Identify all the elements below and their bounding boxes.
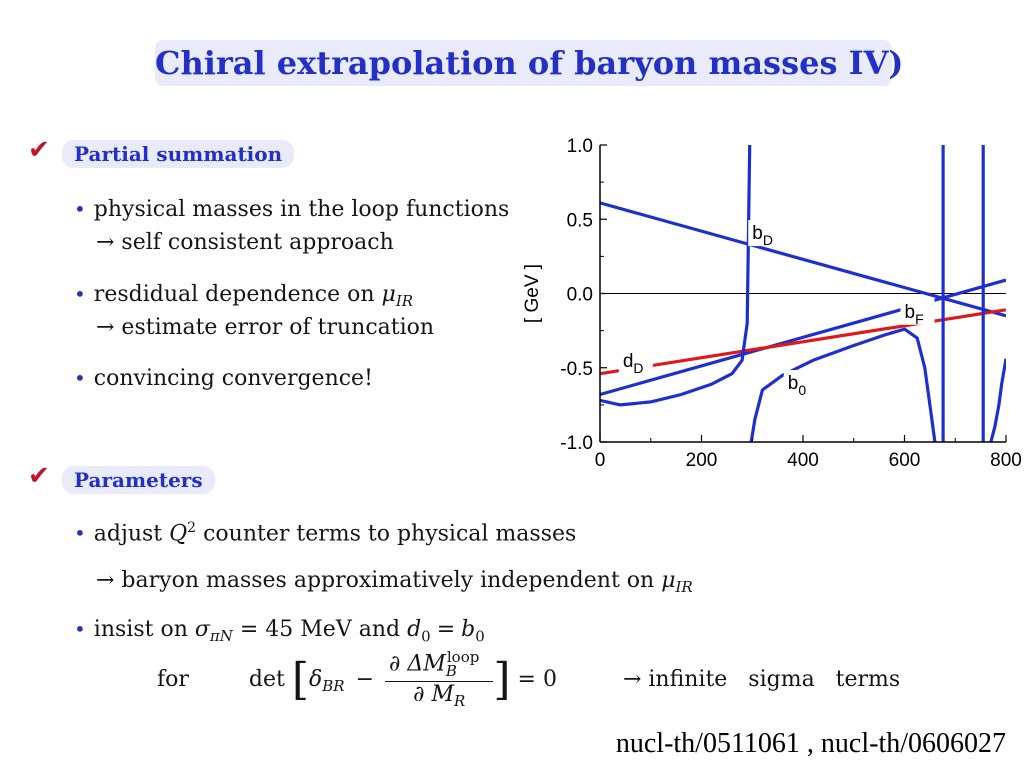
series-line-b0-3 <box>600 145 752 407</box>
math-minus: − <box>355 667 375 693</box>
math-d: d <box>407 617 422 642</box>
x-tick-label: 400 <box>787 450 819 471</box>
series-label-bg <box>900 298 935 325</box>
x-tick-label: 800 <box>990 450 1022 471</box>
math-mu: μ <box>381 282 396 307</box>
series-label-dD: dD <box>623 351 644 376</box>
bullet-sub-line: → baryon masses approximatively independ… <box>96 568 693 597</box>
math-delta: δ <box>309 667 323 693</box>
y-tick-label: 1.0 <box>567 136 593 157</box>
determinant-equation: for det [δBR − ∂ ΔMBloop ∂ MR ] = 0 → in… <box>157 648 900 711</box>
slide-title: Chiral extrapolation of baryon masses IV… <box>155 44 904 82</box>
math-BR: BR <box>322 676 345 695</box>
math-R: R <box>454 692 466 711</box>
y-tick-label: 0.5 <box>567 210 593 231</box>
title-banner: Chiral extrapolation of baryon masses IV… <box>155 40 904 86</box>
bullet-text: resdidual dependence on <box>93 282 382 307</box>
x-tick-label: 0 <box>595 450 606 471</box>
reference-citation: nucl-th/0511061 , nucl-th/0606027 <box>615 728 1006 759</box>
bullet-adjust-counter-terms: • adjust Q2 counter terms to physical mas… <box>74 520 576 546</box>
bullet-insist-sigma: • insist on σπN = 45 MeV and d0 = b0 <box>74 617 485 646</box>
series-group <box>600 145 1006 442</box>
bullet-dot-icon: • <box>74 521 86 546</box>
checkmark-icon: ✔ <box>28 461 50 491</box>
checkmark-icon: ✔ <box>28 135 50 165</box>
bullet-text: adjust <box>93 521 170 547</box>
series-label-bg <box>748 220 783 247</box>
math-mu: μ <box>661 568 676 593</box>
series-line-bf-1 <box>600 278 1006 397</box>
section-heading-partial-summation: Partial summation <box>62 140 295 168</box>
math-ir: IR <box>675 578 693 597</box>
math-sigma: σ <box>194 617 210 642</box>
math-Q: Q <box>169 521 188 547</box>
bullet-text: counter terms to physical masses <box>196 521 577 547</box>
bullet-text: insist on <box>93 617 195 642</box>
bullet-dot-icon: • <box>74 617 86 641</box>
series-label-bg <box>618 347 653 374</box>
y-tick-label: 0.0 <box>567 285 593 306</box>
sub-text: → baryon masses approximatively independ… <box>96 568 662 593</box>
left-bracket: [ <box>291 654 310 706</box>
bullet-text: convincing convergence! <box>93 366 373 391</box>
coupling-chart: 1.0 0.5 0.0 -0.5 -1.00 200 400 600 800 [ GeV ] bD b… <box>522 136 1022 471</box>
math-piN: πN <box>209 627 233 646</box>
series-label-bD: bD <box>752 223 773 248</box>
bullet-text: = 45 MeV and <box>232 617 408 642</box>
math-sub-zero: 0 <box>421 627 431 646</box>
equals-zero: = 0 <box>517 667 557 693</box>
for-label: for <box>157 667 189 693</box>
det-label: det <box>248 667 285 693</box>
bullet-dot-icon: • <box>74 197 86 221</box>
series-line-bd-0 <box>600 201 1006 318</box>
bullet-convergence: • convincing convergence! <box>74 366 373 391</box>
bullet-residual-dependence: • resdidual dependence on μIR <box>74 282 413 311</box>
right-bracket: ] <box>493 654 511 706</box>
math-ir: IR <box>395 292 414 311</box>
math-exponent: 2 <box>187 520 197 536</box>
math-loop: loop <box>446 648 480 666</box>
math-partial-DeltaM: ∂ ΔM <box>389 651 446 677</box>
section-heading-parameters: Parameters <box>62 466 215 494</box>
y-tick-label: -1.0 <box>560 433 593 454</box>
series-label-b0: b0 <box>788 373 807 398</box>
y-tick-label: -0.5 <box>560 359 593 380</box>
math-sub-zero: 0 <box>475 627 485 646</box>
series-label-bF: bF <box>905 302 924 327</box>
math-partial-M: ∂ M <box>413 681 454 707</box>
series-line-b0-4 <box>749 327 937 442</box>
series-label-bg <box>783 370 818 397</box>
math-b: b <box>461 617 476 642</box>
infinite-sigma-terms: → infinite sigma terms <box>622 667 901 693</box>
bullet-sub-line: → self consistent approach <box>96 230 394 255</box>
bullet-sub-line: → estimate error of truncation <box>96 315 435 340</box>
math-B: B <box>445 661 457 680</box>
x-tick-label: 200 <box>686 450 718 471</box>
series-line-b0-7 <box>989 358 1006 442</box>
partial-derivative-fraction: ∂ ΔMBloop ∂ MR <box>385 648 494 711</box>
y-axis-label: [ GeV ] <box>522 264 543 323</box>
bullet-text: physical masses in the loop functions <box>93 197 510 222</box>
bullet-dot-icon: • <box>74 282 86 306</box>
series-line-dd-2 <box>600 308 1006 376</box>
x-tick-label: 600 <box>889 450 921 471</box>
bullet-dot-icon: • <box>74 366 86 390</box>
bullet-physical-masses: • physical masses in the loop functions <box>74 197 509 222</box>
